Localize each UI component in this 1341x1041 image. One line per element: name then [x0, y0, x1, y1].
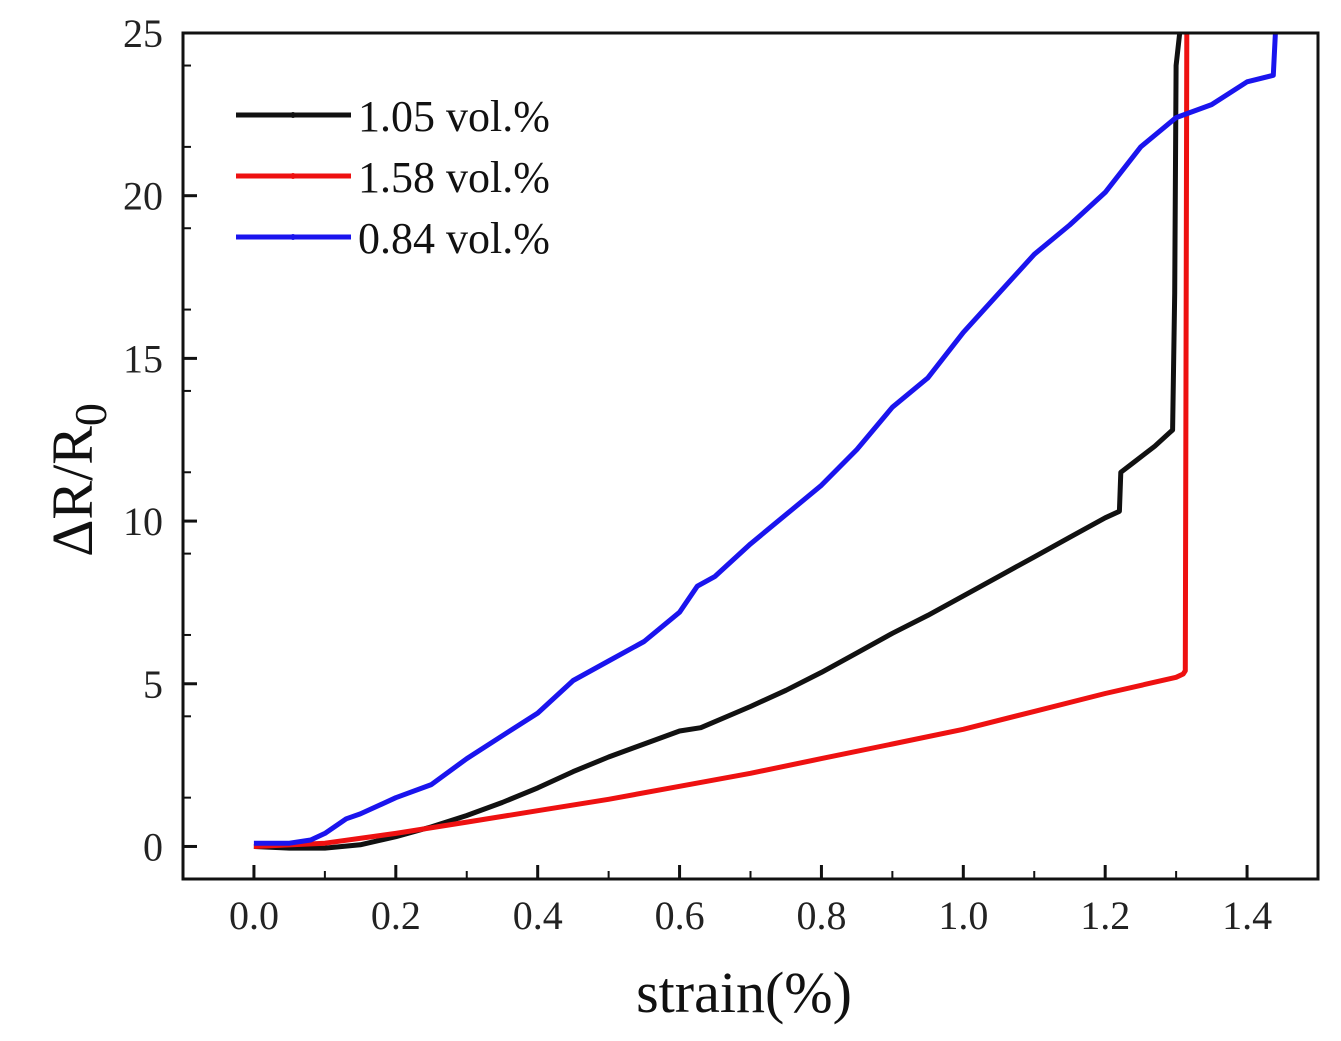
- y-axis-title-subscript: 0: [65, 403, 116, 426]
- y-tick-label: 0: [143, 824, 163, 869]
- legend-label-1-05-vol: 1.05 vol.%: [358, 92, 550, 141]
- x-tick-label: 1.4: [1222, 893, 1272, 938]
- y-axis-title: ΔR/R0: [40, 403, 116, 557]
- y-tick-label: 25: [123, 11, 163, 56]
- series-lines: [253, 33, 1278, 851]
- y-tick-label: 15: [123, 336, 163, 381]
- legend-marker-1-58-vol: [290, 173, 296, 179]
- legend: 1.05 vol.% 1.58 vol.% 0.84 vol.%: [236, 92, 550, 263]
- x-tick-label: 0.6: [655, 893, 705, 938]
- legend-marker-0-84-vol: [290, 234, 296, 240]
- x-tick-label: 0.2: [371, 893, 421, 938]
- series-line-1-05-vol: [253, 33, 1183, 851]
- y-tick-label: 20: [123, 174, 163, 219]
- legend-label-0-84-vol: 0.84 vol.%: [358, 214, 550, 263]
- y-tick-label: 10: [123, 499, 163, 544]
- y-tick-label: 5: [143, 662, 163, 707]
- x-axis-title: strain(%): [636, 960, 852, 1025]
- x-tick-label: 0.8: [796, 893, 846, 938]
- x-tick-label: 0.4: [513, 893, 563, 938]
- legend-label-1-58-vol: 1.58 vol.%: [358, 153, 550, 202]
- series-line-0-84-vol: [253, 33, 1278, 846]
- legend-marker-1-05-vol: [290, 112, 296, 118]
- series-line-1-58-vol: [253, 33, 1190, 849]
- y-axis-title-main: ΔR/R: [40, 426, 105, 557]
- plot-frame: [181, 31, 1320, 881]
- axis-ticks: 0.0 0.2 0.4 0.6 0.8 1.0 1.2 1.4 0 5 10 15 20 25: [123, 11, 1319, 938]
- x-tick-label: 0.0: [229, 893, 279, 938]
- x-tick-label: 1.0: [938, 893, 988, 938]
- x-tick-label: 1.2: [1080, 893, 1130, 938]
